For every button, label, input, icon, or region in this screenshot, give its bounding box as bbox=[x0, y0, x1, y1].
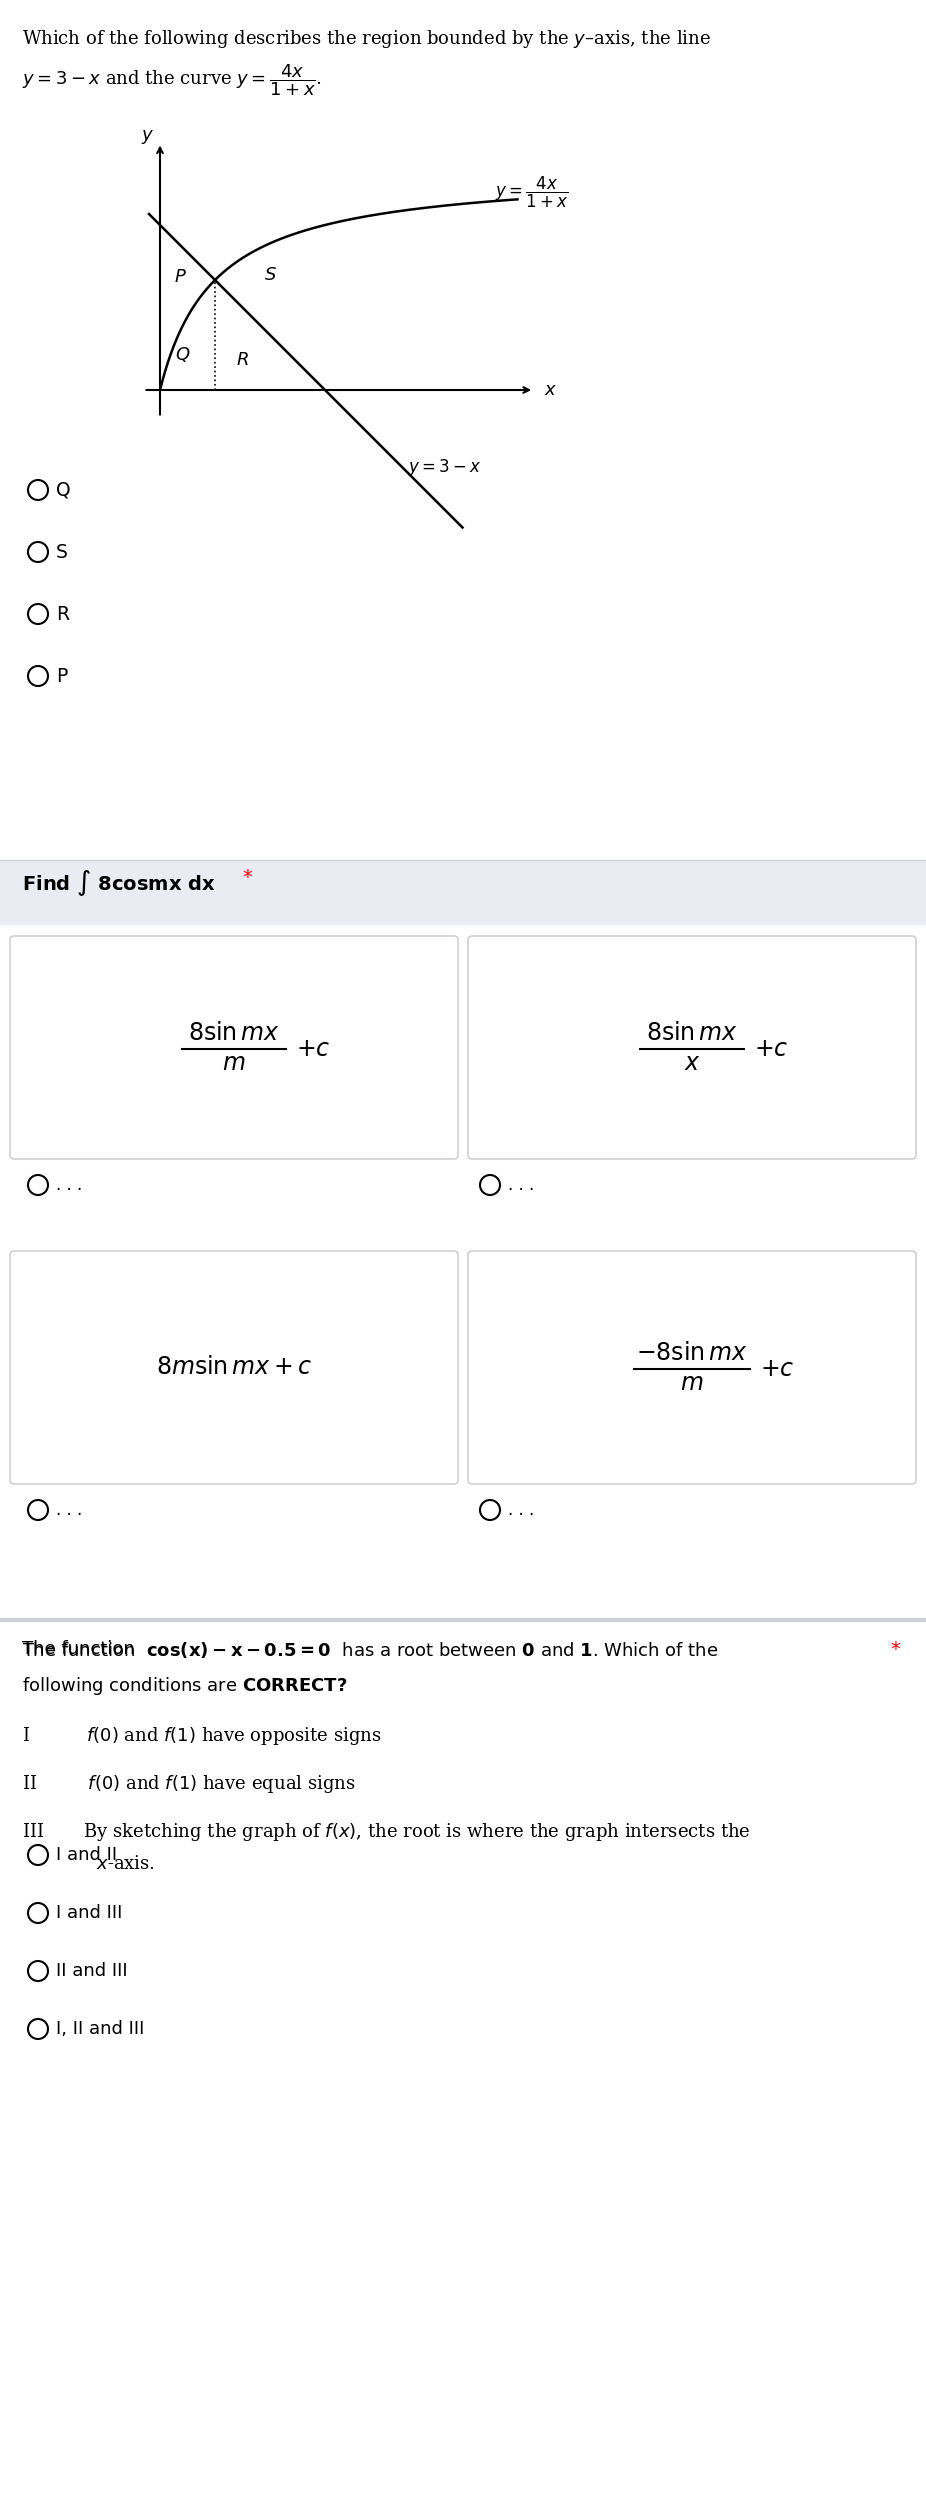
Text: The function  $\mathbf{cos(x) - x - 0.5 = 0}$  has a root between $\mathbf{0}$ a: The function $\mathbf{cos(x) - x - 0.5 =… bbox=[22, 1641, 719, 1661]
Text: $8\sin mx$: $8\sin mx$ bbox=[188, 1023, 280, 1045]
Text: II and III: II and III bbox=[56, 1963, 128, 1980]
Text: Which of the following describes the region bounded by the $y$–axis, the line: Which of the following describes the reg… bbox=[22, 27, 711, 50]
Text: $y=\dfrac{4x}{1+x}$: $y=\dfrac{4x}{1+x}$ bbox=[495, 175, 569, 209]
Text: $+c$: $+c$ bbox=[296, 1038, 331, 1060]
Text: $S$: $S$ bbox=[264, 264, 277, 284]
Text: $y=3-x$: $y=3-x$ bbox=[407, 456, 482, 476]
Text: *: * bbox=[890, 1641, 900, 1659]
Text: $x$: $x$ bbox=[544, 382, 557, 399]
Text: The function: The function bbox=[22, 1641, 146, 1659]
Text: $-8\sin mx$: $-8\sin mx$ bbox=[636, 1342, 748, 1364]
Text: Q: Q bbox=[56, 481, 70, 499]
Text: $+c$: $+c$ bbox=[760, 1357, 795, 1382]
Bar bbox=[0, 925, 926, 1621]
Bar bbox=[0, 860, 926, 925]
Text: $x$-axis.: $x$-axis. bbox=[22, 1856, 156, 1873]
Text: . . .: . . . bbox=[56, 1177, 82, 1195]
Text: . . .: . . . bbox=[508, 1501, 534, 1519]
FancyBboxPatch shape bbox=[10, 935, 458, 1160]
Text: III       By sketching the graph of $f(x)$, the root is where the graph intersec: III By sketching the graph of $f(x)$, th… bbox=[22, 1821, 751, 1843]
Text: $y$: $y$ bbox=[142, 127, 155, 147]
Text: following conditions are $\mathbf{CORRECT?}$: following conditions are $\mathbf{CORREC… bbox=[22, 1676, 347, 1696]
Text: $+c$: $+c$ bbox=[754, 1038, 788, 1060]
Text: $P$: $P$ bbox=[174, 269, 187, 287]
Text: S: S bbox=[56, 544, 68, 561]
Bar bbox=[0, 1621, 926, 1629]
Text: $m$: $m$ bbox=[681, 1372, 704, 1394]
Text: $8m\sin mx+c$: $8m\sin mx+c$ bbox=[156, 1357, 312, 1379]
Text: . . .: . . . bbox=[56, 1501, 82, 1519]
Text: $x$: $x$ bbox=[683, 1052, 700, 1075]
Text: I and II: I and II bbox=[56, 1846, 117, 1863]
Text: $Q$: $Q$ bbox=[175, 344, 191, 364]
Text: R: R bbox=[56, 604, 69, 624]
Text: II         $f(0)$ and $f(1)$ have equal signs: II $f(0)$ and $f(1)$ have equal signs bbox=[22, 1773, 356, 1796]
FancyBboxPatch shape bbox=[468, 1252, 916, 1484]
Text: $8\sin mx$: $8\sin mx$ bbox=[646, 1023, 738, 1045]
Text: I, II and III: I, II and III bbox=[56, 2020, 144, 2038]
Text: $m$: $m$ bbox=[222, 1052, 245, 1075]
Bar bbox=[0, 0, 926, 860]
FancyBboxPatch shape bbox=[468, 935, 916, 1160]
Text: *: * bbox=[242, 868, 252, 888]
Text: I and III: I and III bbox=[56, 1903, 122, 1923]
Text: $y=3-x$ and the curve $y=\dfrac{4x}{1+x}$.: $y=3-x$ and the curve $y=\dfrac{4x}{1+x}… bbox=[22, 62, 322, 97]
Text: I          $f(0)$ and $f(1)$ have opposite signs: I $f(0)$ and $f(1)$ have opposite signs bbox=[22, 1726, 382, 1746]
Text: Find $\int$ 8cosmx dx: Find $\int$ 8cosmx dx bbox=[22, 868, 216, 898]
FancyBboxPatch shape bbox=[10, 1252, 458, 1484]
Text: $R$: $R$ bbox=[236, 352, 249, 369]
Bar bbox=[0, 1621, 926, 2494]
Text: P: P bbox=[56, 666, 68, 686]
Text: . . .: . . . bbox=[508, 1177, 534, 1195]
